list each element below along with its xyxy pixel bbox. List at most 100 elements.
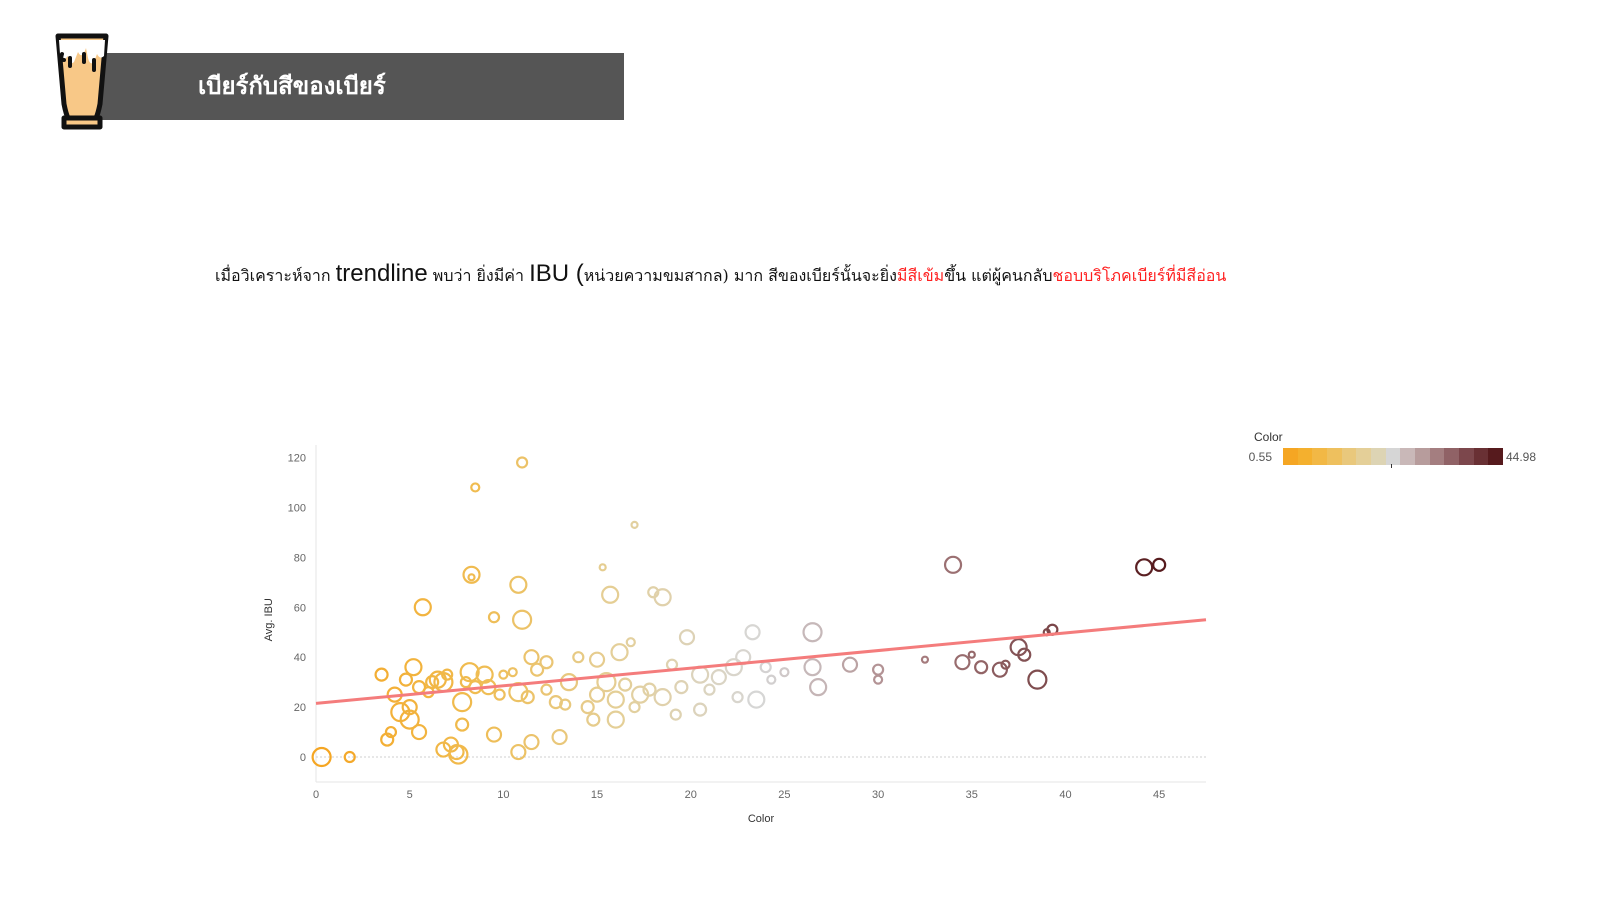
data-point bbox=[512, 609, 533, 630]
header-bar bbox=[84, 53, 624, 120]
x-tick-label: 35 bbox=[966, 789, 978, 801]
y-tick-label: 0 bbox=[300, 752, 306, 764]
data-point bbox=[462, 565, 481, 584]
y-tick-label: 60 bbox=[294, 602, 306, 614]
headline-text: เมื่อวิเคราะห์จาก trendline พบว่า ยิ่งมี… bbox=[215, 259, 1226, 291]
headline-part-3: หน่วยความขมสากล) มาก สีของเบียร์นั้นจะยิ… bbox=[583, 266, 897, 285]
legend-marker bbox=[1391, 464, 1392, 468]
data-point bbox=[520, 690, 535, 705]
data-point bbox=[703, 683, 716, 696]
legend-swatch bbox=[1444, 448, 1460, 465]
data-point bbox=[559, 698, 572, 711]
data-point bbox=[724, 658, 743, 677]
data-point bbox=[540, 683, 553, 696]
trendline bbox=[315, 618, 1207, 705]
beer-glass-icon bbox=[55, 33, 109, 130]
legend-swatch bbox=[1312, 448, 1328, 465]
data-point bbox=[588, 651, 606, 668]
y-axis-title: Avg. IBU bbox=[263, 598, 275, 641]
data-point bbox=[873, 674, 884, 685]
data-point bbox=[448, 744, 469, 765]
data-point bbox=[669, 708, 682, 721]
data-point bbox=[399, 709, 420, 730]
data-point bbox=[744, 624, 761, 641]
data-point bbox=[401, 699, 418, 716]
data-point bbox=[678, 629, 696, 646]
data-point bbox=[803, 658, 822, 677]
x-axis-title: Color bbox=[748, 813, 775, 825]
legend-swatch bbox=[1459, 448, 1474, 465]
data-point bbox=[693, 702, 708, 717]
headline-highlight-light: ชอบบริโภคเบียร์ที่มีสีอ่อน bbox=[1052, 266, 1227, 285]
legend-color-bar bbox=[1283, 448, 1504, 465]
y-tick-label: 120 bbox=[288, 452, 306, 464]
data-point bbox=[598, 563, 607, 572]
data-point bbox=[559, 673, 579, 692]
data-point bbox=[467, 573, 476, 582]
data-point bbox=[398, 672, 414, 687]
data-point bbox=[628, 701, 641, 714]
legend-swatch bbox=[1385, 448, 1401, 465]
data-point bbox=[779, 667, 790, 678]
data-point bbox=[404, 658, 423, 677]
data-point bbox=[441, 668, 454, 681]
data-point bbox=[642, 682, 657, 697]
headline-part-1: เมื่อวิเคราะห์จาก bbox=[215, 266, 336, 285]
data-point bbox=[516, 456, 529, 469]
y-tick-label: 100 bbox=[288, 502, 306, 514]
data-point bbox=[572, 651, 585, 664]
data-point bbox=[343, 750, 356, 764]
data-point bbox=[470, 482, 481, 493]
data-point bbox=[674, 680, 689, 695]
legend-max-label: 44.98 bbox=[1506, 450, 1537, 464]
legend-swatch bbox=[1356, 448, 1372, 465]
legend-swatch bbox=[1473, 448, 1489, 465]
legend-swatch bbox=[1341, 448, 1357, 465]
data-point bbox=[974, 660, 989, 675]
x-tick-label: 45 bbox=[1153, 789, 1165, 801]
legend-swatch bbox=[1400, 448, 1416, 465]
data-point bbox=[841, 656, 859, 673]
headline-part-2: พบว่า ยิ่งมีค่า bbox=[427, 266, 530, 285]
legend-title: Color bbox=[1254, 430, 1283, 444]
data-point bbox=[766, 674, 777, 685]
legend-min-label: 0.55 bbox=[1248, 450, 1272, 464]
data-point bbox=[374, 667, 389, 682]
data-point bbox=[1000, 659, 1011, 670]
data-point bbox=[510, 743, 527, 761]
data-point bbox=[580, 700, 595, 715]
data-point bbox=[967, 650, 976, 659]
data-point bbox=[731, 691, 744, 704]
data-point bbox=[943, 555, 963, 574]
data-point bbox=[759, 661, 772, 674]
data-point bbox=[413, 598, 432, 617]
data-point bbox=[452, 692, 473, 713]
data-point bbox=[539, 655, 554, 670]
data-point bbox=[410, 723, 428, 741]
headline-trendline: trendline bbox=[335, 260, 428, 287]
data-point bbox=[647, 586, 660, 599]
data-point bbox=[507, 667, 518, 678]
legend-swatch bbox=[1297, 448, 1313, 465]
data-point bbox=[991, 661, 1008, 678]
data-point bbox=[311, 746, 332, 768]
x-tick-label: 15 bbox=[591, 789, 603, 801]
headline-highlight-dark: มีสีเข้ม bbox=[896, 266, 945, 285]
data-point bbox=[601, 585, 620, 604]
data-point bbox=[551, 728, 568, 746]
data-point bbox=[455, 717, 470, 732]
data-point bbox=[384, 725, 398, 739]
data-point bbox=[802, 622, 823, 643]
x-tick-label: 25 bbox=[778, 789, 790, 801]
data-point bbox=[606, 710, 625, 729]
legend-swatch bbox=[1283, 448, 1298, 465]
data-point bbox=[586, 712, 601, 727]
data-point bbox=[606, 690, 625, 709]
data-point bbox=[954, 654, 971, 671]
y-tick-label: 20 bbox=[294, 702, 306, 714]
x-tick-label: 30 bbox=[872, 789, 884, 801]
legend-swatch bbox=[1488, 448, 1504, 465]
legend-swatch bbox=[1327, 448, 1342, 465]
y-tick-label: 80 bbox=[294, 552, 306, 564]
data-point bbox=[529, 662, 545, 677]
